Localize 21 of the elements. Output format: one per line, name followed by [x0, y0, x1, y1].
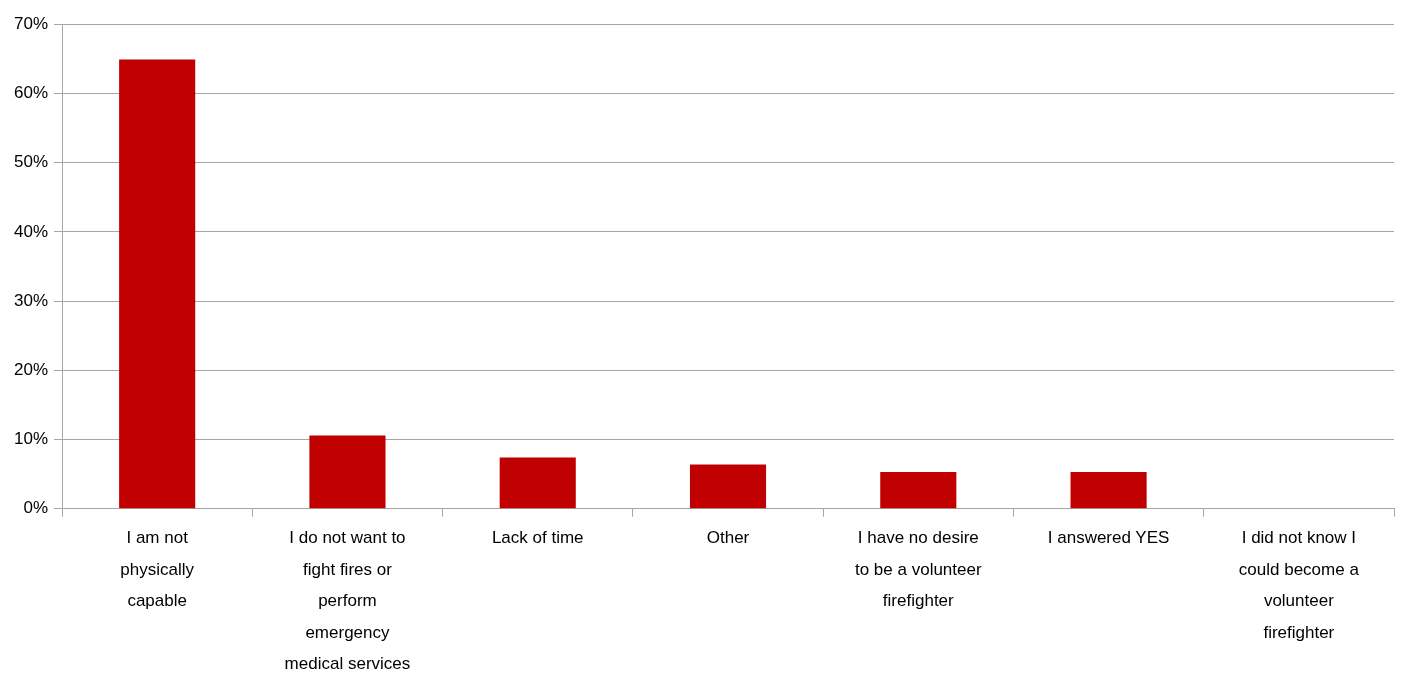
y-tick-label: 50%	[13, 152, 49, 172]
x-tick-label: I am not physically capable	[120, 528, 195, 611]
y-tick-label: 20%	[13, 359, 49, 379]
y-tick-label: 70%	[13, 13, 49, 33]
y-tick-label: 40%	[13, 221, 49, 241]
x-tick-label: I do not want to fight fires or perform emergency medical services	[284, 528, 411, 673]
x-tick-label: Lack of time	[491, 528, 584, 548]
bar	[309, 435, 386, 509]
bar	[689, 464, 767, 509]
y-tick-label: 10%	[13, 429, 49, 449]
y-tick-label: 60%	[13, 83, 49, 103]
x-tick-label: I did not know I could become a volunteer firefighter	[1238, 528, 1360, 642]
bar	[499, 457, 576, 509]
x-tick-label: I answered YES	[1047, 528, 1170, 548]
bar	[1070, 472, 1147, 509]
bar	[119, 59, 196, 509]
bar	[880, 472, 957, 509]
y-tick-label: 0%	[23, 498, 49, 518]
x-tick-label: I have no desire to be a volunteer firefighter	[854, 528, 982, 611]
y-tick-label: 30%	[13, 290, 49, 310]
x-tick-label: Other	[706, 528, 750, 548]
